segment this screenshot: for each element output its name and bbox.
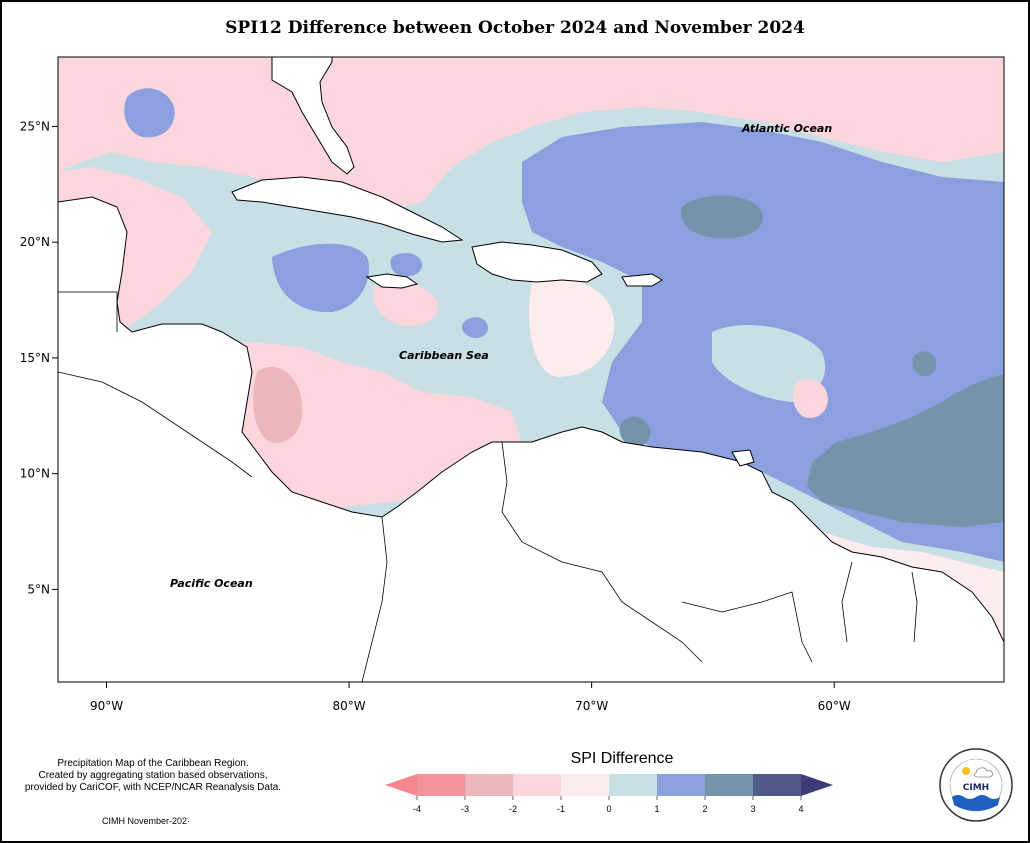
y-tick-label: 20°N [20,235,50,249]
credit-line-3: provided by CariCOF, with NCEP/NCAR Rean… [24,782,282,793]
x-tick-label: 60°W [818,699,851,713]
credit-line-2: Created by aggregating station based obs… [38,770,268,781]
legend-arrow-high [801,774,833,796]
axis-ticks: 90°W 80°W 70°W 60°W 25°N 20°N 15°N 10°N 5°N [20,119,851,713]
y-tick-label: 15°N [20,351,50,365]
spi-zone-atlantic-dark-2 [807,374,1004,527]
label-caribbean-sea: Caribbean Sea [399,349,489,362]
legend-swatch [561,774,609,796]
spi-zone-central-pink-dark [253,366,303,443]
legend-swatch [753,774,801,796]
land-puerto-rico [621,273,663,287]
legend-tick-label: 4 [798,804,803,814]
credit-footer: CIMH November-202· [102,816,191,826]
legend-tick-label: -2 [509,804,517,814]
cloud-icon [973,767,993,778]
legend-swatch [657,774,705,796]
spi-zone-caribbean-blue [272,243,369,313]
sun-icon [962,767,970,775]
credit-line-1: Precipitation Map of the Caribbean Regio… [57,758,249,769]
spi-zone-antilles-pink [792,379,828,419]
borders [58,291,918,682]
land-trinidad [731,449,755,467]
spi-zone-small-blue-2 [390,252,423,277]
label-pacific-ocean: Pacific Ocean [170,577,253,590]
spi-zone-small-blue [462,317,489,338]
spi-zone-jamaica-pink [373,282,438,326]
legend-tick-label: -4 [413,804,421,814]
legend-tick-label: 0 [606,804,611,814]
y-tick-label: 5°N [27,582,50,596]
legend-swatch [513,774,561,796]
land-outlines [58,57,1004,682]
legend-swatch [705,774,753,796]
legend-tick-label: 3 [750,804,755,814]
x-tick-label: 80°W [333,699,366,713]
legend-tick-label: 2 [702,804,707,814]
legend-arrow-low [385,774,417,796]
legend-tick-label: -3 [461,804,469,814]
y-tick-label: 25°N [20,119,50,133]
spi-zone-atlantic-dark-3 [912,351,937,377]
label-atlantic-ocean: Atlantic Ocean [741,122,832,135]
legend-colorbar: -4 -3 -2 -1 0 1 2 3 4 [385,774,833,814]
map-frame [57,56,1005,683]
legend-swatch [465,774,513,796]
credit-text: Precipitation Map of the Caribbean Regio… [8,758,298,794]
land-jamaica [365,273,419,289]
legend-title: SPI Difference [570,750,674,767]
x-tick-label: 70°W [575,699,608,713]
x-tick-label: 90°W [90,699,123,713]
legend-tick-label: 1 [654,804,659,814]
legend-swatch [609,774,657,796]
land-florida [271,57,355,175]
y-tick-label: 10°N [20,467,50,481]
land-hispaniola [471,241,603,283]
spi-zone-east-pink [529,278,615,377]
spi-zone-florida-blue [124,88,175,138]
legend-tick-label: -1 [557,804,565,814]
waves-icon [952,795,1000,811]
spi-zone-atlantic-dark-1 [681,195,763,239]
map-title: SPI12 Difference between October 2024 an… [225,18,805,38]
cimh-logo: CIMH [939,748,1013,822]
land-cuba [231,176,464,243]
land-central-america [58,196,1004,682]
logo-text: CIMH [963,783,989,793]
spi-zone-coast-dark [619,416,651,448]
legend-swatch [417,774,465,796]
